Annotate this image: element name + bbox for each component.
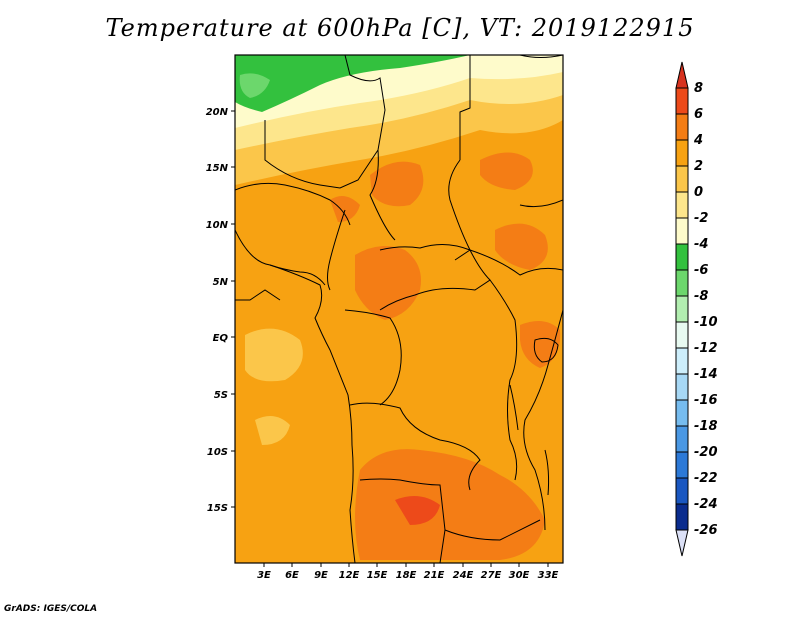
colorbar-label: -24 <box>694 497 718 512</box>
patch-0-to-2-gulf <box>245 328 303 382</box>
lat-tick-label: 20N <box>206 107 229 118</box>
colorbar-swatch <box>675 191 689 219</box>
lat-tick-label: 10S <box>207 447 228 458</box>
border-zambia-south <box>444 519 541 541</box>
patch-0-to-2-coast <box>255 416 290 445</box>
border-sudan-south <box>469 249 563 276</box>
lat-tick-label: 5S <box>214 390 228 401</box>
border-drc-east <box>489 279 518 481</box>
colorbar-label: -8 <box>694 289 708 304</box>
colorbar-swatch <box>675 269 689 297</box>
patch-6-to-8-south <box>395 496 440 525</box>
coastline-east <box>523 309 563 531</box>
border-congo <box>344 309 402 406</box>
colorbar-min-arrow <box>675 529 689 557</box>
lon-tick-label: 15E <box>367 570 388 581</box>
colorbar-swatch <box>675 165 689 193</box>
colorbar-label: -2 <box>694 211 708 226</box>
colorbar-label: 4 <box>693 133 703 148</box>
patch-4-to-6-cameroon <box>330 196 360 222</box>
colorbar-swatch <box>675 399 689 427</box>
lat-tick-label: 10N <box>206 220 229 231</box>
border-algeria-libya <box>344 55 386 151</box>
border-car <box>379 244 491 311</box>
lake-malawi <box>544 449 550 496</box>
lat-tick-label: EQ <box>213 333 229 344</box>
coastline-gulf <box>269 264 326 286</box>
border-libya-egypt <box>459 55 471 160</box>
band-minus8-to-minus6 <box>239 73 270 98</box>
border-niger-chad <box>369 149 396 241</box>
lon-tick-label: 33E <box>538 570 559 581</box>
colorbar-label: 2 <box>694 159 703 174</box>
lat-tick-label: 15S <box>207 503 228 514</box>
lon-axis: 3E 6E 9E 12E 15E 18E 21E 24E 27E 30E 33E <box>257 563 559 581</box>
lon-tick-label: 3E <box>257 570 271 581</box>
colorbar-swatch <box>675 503 689 531</box>
border-nigeria-cameroon <box>327 209 346 291</box>
colorbar-label: 0 <box>694 185 703 200</box>
border-sahel <box>235 182 351 226</box>
border-drc-angola <box>349 402 481 491</box>
lat-tick-label: 15N <box>206 163 229 174</box>
colorbar-label: -18 <box>694 419 718 434</box>
patch-4-to-6-sahel <box>370 161 424 207</box>
colorbar-label: -16 <box>694 393 718 408</box>
colorbar-swatch <box>675 347 689 375</box>
colorbar-label: -4 <box>694 237 708 252</box>
border-chad-sudan <box>448 159 471 261</box>
coastline-west <box>235 229 356 563</box>
colorbar-swatch <box>675 243 689 271</box>
band-minus6-to-minus4 <box>235 55 470 112</box>
colorbar-label: -12 <box>694 341 718 356</box>
map-title: Temperature at 600hPa [C], VT: 201912291… <box>105 14 695 42</box>
colorbar-label: -22 <box>694 471 718 486</box>
lon-tick-label: 30E <box>509 570 530 581</box>
colorbar-label: 8 <box>694 81 703 96</box>
colorbar-swatch <box>675 295 689 323</box>
border-ethiopia <box>519 199 563 208</box>
colorbar-label: -20 <box>694 445 718 460</box>
colorbar-label: -14 <box>694 367 718 382</box>
lon-tick-label: 18E <box>396 570 417 581</box>
colorbar-swatch <box>675 113 689 141</box>
lat-axis: 20N 15N 10N 5N EQ 5S 10S 15S <box>206 107 235 514</box>
colorbar-max-arrow <box>675 61 689 89</box>
colorbar-swatch <box>675 139 689 167</box>
lon-tick-label: 6E <box>285 570 299 581</box>
colorbar-swatch <box>675 87 689 115</box>
patch-4-to-6-angola <box>355 449 545 560</box>
lon-tick-label: 21E <box>424 570 445 581</box>
lon-tick-label: 9E <box>314 570 328 581</box>
colorbar-swatch <box>675 425 689 453</box>
border-mali-niger <box>264 120 379 189</box>
temperature-field <box>235 55 563 563</box>
colorbar: 8 6 4 2 0 -2 -4 -6 -8 -10 -12 -14 -16 -18 -20 -22 -24 -26 <box>675 61 718 557</box>
lon-tick-label: 24E <box>453 570 474 581</box>
grads-credit: GrADS: IGES/COLA <box>4 604 98 614</box>
colorbar-swatch <box>675 321 689 349</box>
colorbar-swatch <box>675 217 689 245</box>
colorbar-swatch <box>675 373 689 401</box>
lake-tanganyika <box>509 384 519 431</box>
colorbar-label: -10 <box>694 315 718 330</box>
colorbar-label: 6 <box>694 107 703 122</box>
lon-tick-label: 27E <box>481 570 502 581</box>
border-angola-zambia <box>359 478 446 563</box>
lat-tick-label: 5N <box>213 277 229 288</box>
colorbar-label: -6 <box>694 263 708 278</box>
border-west-africa <box>235 289 281 301</box>
border-nile <box>519 55 563 58</box>
lon-tick-label: 12E <box>339 570 360 581</box>
colorbar-label: -26 <box>694 523 718 538</box>
colorbar-swatch <box>675 477 689 505</box>
patch-4-to-6-sudan <box>480 152 533 190</box>
country-borders <box>235 55 563 563</box>
lake-victoria <box>533 337 559 363</box>
patch-4-to-6-east <box>495 223 548 270</box>
patch-4-to-6-car <box>355 246 421 320</box>
map-frame <box>234 54 564 564</box>
colorbar-swatch <box>675 451 689 479</box>
